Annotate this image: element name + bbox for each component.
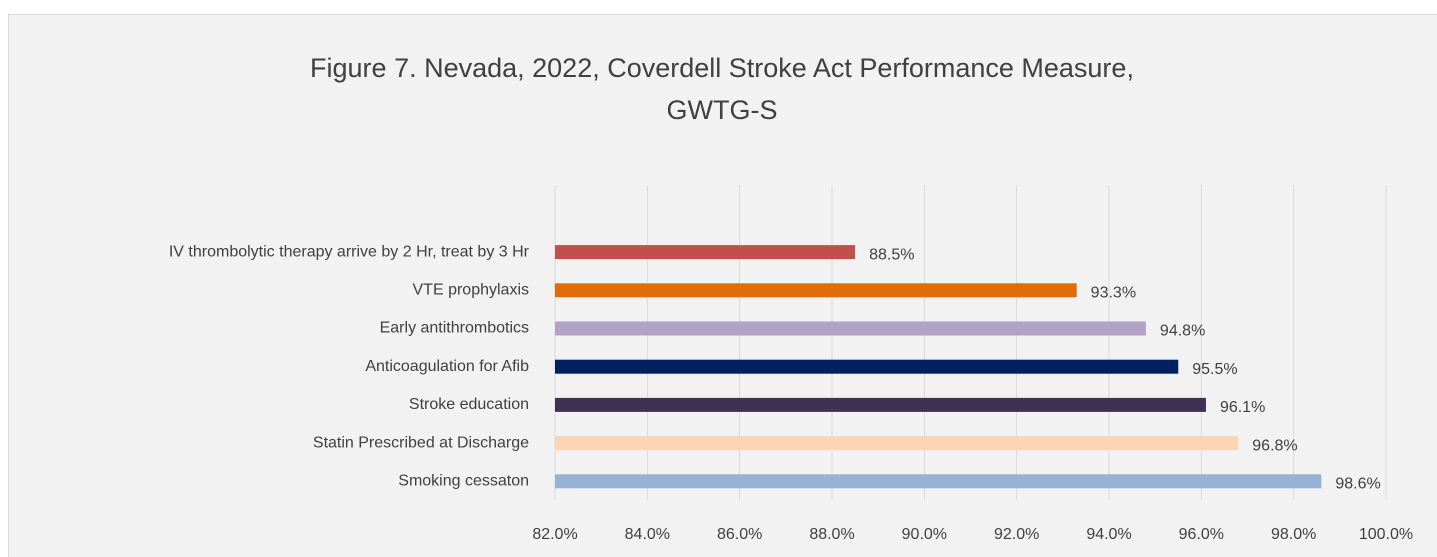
value-label: 96.1% [1220, 399, 1265, 416]
bar [555, 474, 1322, 489]
x-tick-label: 100.0% [1359, 526, 1413, 543]
value-label: 88.5% [869, 246, 914, 263]
y-tick-label: Smoking cessaton [398, 473, 529, 490]
y-tick-label: Statin Prescribed at Discharge [313, 434, 529, 451]
value-label: 94.8% [1160, 323, 1205, 340]
value-label: 93.3% [1091, 285, 1136, 302]
value-label: 95.5% [1192, 361, 1237, 378]
bar [555, 321, 1146, 336]
x-tick-label: 92.0% [994, 526, 1039, 543]
chart-title: Figure 7. Nevada, 2022, Coverdell Stroke… [310, 53, 1134, 83]
bar [555, 436, 1239, 451]
bar [555, 397, 1206, 412]
x-tick-label: 94.0% [1086, 526, 1131, 543]
x-tick-label: 96.0% [1179, 526, 1224, 543]
bar [555, 245, 856, 260]
y-tick-label: Anticoagulation for Afib [365, 358, 529, 375]
x-tick-label: 86.0% [717, 526, 762, 543]
y-tick-label: Stroke education [409, 396, 529, 413]
y-tick-label: VTE prophylaxis [413, 282, 530, 299]
y-tick-label: IV thrombolytic therapy arrive by 2 Hr, … [169, 243, 530, 260]
chart-title: GWTG-S [667, 95, 778, 125]
value-label: 96.8% [1252, 437, 1297, 454]
bar [555, 359, 1179, 374]
x-tick-label: 88.0% [809, 526, 854, 543]
value-label: 98.6% [1335, 476, 1380, 493]
x-tick-label: 82.0% [532, 526, 577, 543]
y-tick-label: Early antithrombotics [380, 320, 529, 337]
x-tick-label: 98.0% [1271, 526, 1316, 543]
x-tick-label: 90.0% [902, 526, 947, 543]
bar [555, 283, 1077, 298]
x-tick-label: 84.0% [625, 526, 670, 543]
